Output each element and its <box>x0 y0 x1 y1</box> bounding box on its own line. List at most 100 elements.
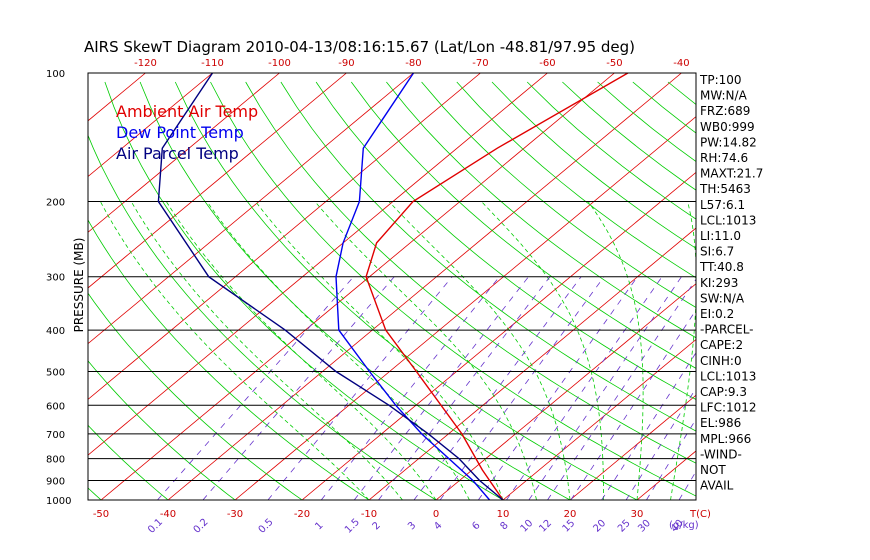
dry-adiabat-line <box>491 81 696 249</box>
dry-adiabat-line <box>280 81 696 432</box>
index-item: KI:293 <box>700 276 738 290</box>
index-item: SW:N/A <box>700 291 745 305</box>
isotherm-line <box>435 283 696 500</box>
pressure-tick-label: 300 <box>46 273 65 284</box>
bottom-temp-tick-label: -30 <box>227 509 243 520</box>
isotherm-line <box>0 73 78 500</box>
dry-adiabat-line <box>88 487 102 500</box>
bottom-temp-tick-label: 10 <box>497 509 510 520</box>
moist-adiabat-line <box>130 201 403 500</box>
isotherm-line <box>234 116 696 500</box>
top-temp-tick-label: -80 <box>405 58 421 69</box>
mixing-ratio-line <box>320 276 500 500</box>
mixing-ratio-line <box>413 276 582 500</box>
moist-adiabat-line <box>100 201 370 500</box>
top-temp-tick-label: -40 <box>673 58 689 69</box>
index-item: PW:14.82 <box>700 135 757 149</box>
isotherm-line <box>368 227 696 500</box>
profile-lines <box>157 73 629 500</box>
pressure-tick-label: 400 <box>46 326 65 337</box>
mixing-ratio-tick-label: 6 <box>470 520 482 532</box>
index-item: MW:N/A <box>700 89 748 103</box>
mixing-ratio-line <box>202 276 395 500</box>
index-item: MAXT:21.7 <box>700 167 763 181</box>
dry-adiabat-line <box>88 134 437 500</box>
isotherm-line <box>100 73 615 500</box>
pressure-tick-label: 200 <box>46 198 65 209</box>
mixing-ratio-tick-label: 30 <box>636 518 653 535</box>
index-item: LI:11.0 <box>700 229 741 243</box>
isotherm-line <box>167 73 682 500</box>
mixing-ratio-tick-label: 0.5 <box>257 517 276 536</box>
pressure-tick-label: 1000 <box>46 496 71 507</box>
bottom-temp-tick-label: 0 <box>433 509 439 520</box>
mixing-ratio-tick-label: 8 <box>498 520 510 532</box>
dry-adiabat-line <box>174 81 638 500</box>
temp-axis-unit: T(C) <box>689 509 711 520</box>
dry-adiabat-line <box>88 360 236 500</box>
index-item: CINH:0 <box>700 354 742 368</box>
mixing-ratio-line <box>528 276 682 500</box>
mixing-ratio-tick-label: 20 <box>591 518 608 535</box>
dry-adiabat-line <box>88 292 303 500</box>
bottom-temp-tick-label: -40 <box>160 509 176 520</box>
chart-title: AIRS SkewT Diagram 2010-04-13/08:16:15.6… <box>84 38 635 56</box>
mixing-ratio-tick-label: 2 <box>371 520 383 532</box>
index-item: LFC:1012 <box>700 401 757 415</box>
isotherm-line <box>502 338 696 500</box>
index-item: L57:6.1 <box>700 198 745 212</box>
isotherm-line <box>88 73 280 233</box>
dry-adiabat-line <box>738 82 870 509</box>
legend-entry: Air Parcel Temp <box>116 144 239 163</box>
index-item: SI:6.7 <box>700 245 734 259</box>
moist-adiabat-line <box>255 201 504 500</box>
top-temp-tick-label: -100 <box>268 58 291 69</box>
isotherm-line <box>301 171 696 500</box>
isotherm-line <box>569 394 696 500</box>
series-line-1 <box>335 73 491 500</box>
index-item: WB0:999 <box>700 120 755 134</box>
index-item: EI:0.2 <box>700 307 734 321</box>
dry-adiabat-line <box>88 424 169 500</box>
mixing-ratio-line <box>547 278 696 500</box>
y-axis-label: PRESSURE (MB) <box>72 238 86 333</box>
bottom-temp-tick-label: -50 <box>93 509 109 520</box>
mixing-ratio-tick-label: 4 <box>432 520 444 532</box>
dry-adiabat-line <box>104 81 504 500</box>
index-item: -WIND- <box>700 447 742 461</box>
legend-entry: Ambient Air Temp <box>116 102 258 121</box>
mixing-ratio-line <box>601 351 696 500</box>
index-item: NOT <box>700 463 726 477</box>
mixing-ratio-line <box>506 276 663 500</box>
top-temp-tick-label: -70 <box>472 58 488 69</box>
dry-adiabat-line <box>315 81 696 400</box>
dry-adiabat-line <box>139 81 571 500</box>
grid-lines <box>0 73 870 509</box>
moist-adiabat-line <box>206 201 470 500</box>
legend-entry: Dew Point Temp <box>116 123 244 142</box>
isotherm-line <box>88 73 213 178</box>
mixing-ratio-tick-label: 12 <box>537 518 554 535</box>
index-item: CAP:9.3 <box>700 385 747 399</box>
index-item: LCL:1013 <box>700 369 756 383</box>
series-line-2 <box>157 73 504 500</box>
index-item: TH:5463 <box>699 182 751 196</box>
bottom-temp-tick-label: 30 <box>631 509 644 520</box>
mixing-ratio-line <box>477 276 638 500</box>
legend: Ambient Air Temp Dew Point Temp Air Parcel… <box>116 102 258 163</box>
mixing-ratio-tick-label: 3 <box>406 520 418 532</box>
index-item: RH:74.6 <box>700 151 748 165</box>
isotherm-line <box>88 73 414 345</box>
mixing-ratio-tick-label: 0.2 <box>192 517 211 536</box>
dry-adiabat-line <box>421 81 696 308</box>
index-item: -PARCEL- <box>700 323 754 337</box>
top-temp-tick-label: -120 <box>134 58 157 69</box>
series-line-0 <box>365 73 629 500</box>
dry-adiabat-line <box>774 82 870 509</box>
dry-adiabat-line <box>456 81 696 279</box>
index-item: FRZ:689 <box>700 104 750 118</box>
index-item: CAPE:2 <box>700 338 743 352</box>
mixing-ratio-line <box>157 276 354 500</box>
